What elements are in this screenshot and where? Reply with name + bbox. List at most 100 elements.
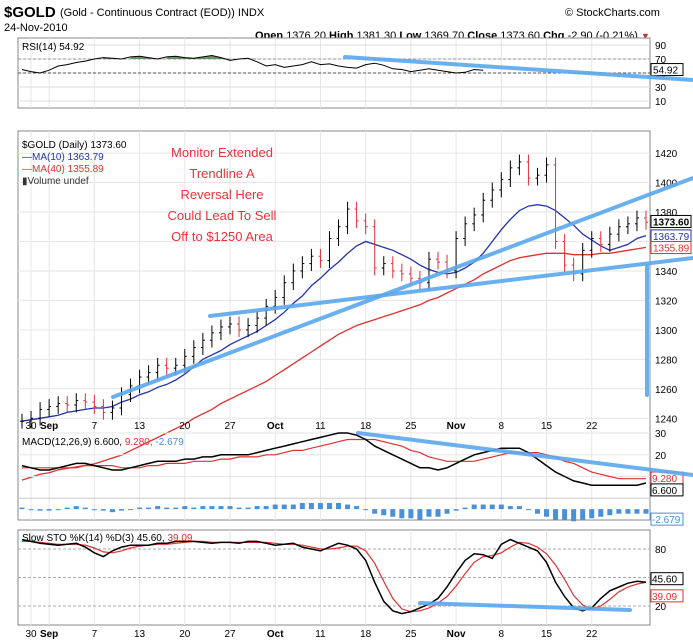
macd-tick-label: 30	[655, 429, 667, 440]
macd-histogram-bar	[553, 509, 559, 520]
ma10-line	[21, 204, 647, 422]
macd-histogram-bar	[118, 509, 124, 511]
x-tick-label: 8	[499, 629, 505, 640]
price-tick-label: 1320	[655, 296, 678, 307]
price-bar	[327, 231, 332, 269]
macd-histogram-bar	[489, 504, 495, 510]
macd-hist-tag-box	[650, 512, 684, 526]
price-bar	[47, 399, 52, 417]
price-bar	[200, 332, 205, 355]
macd-histogram-bar	[381, 509, 387, 516]
price-bar	[56, 396, 61, 414]
price-bar	[508, 160, 513, 187]
annotation-line: Monitor Extended	[171, 145, 273, 160]
price-bar	[282, 275, 287, 305]
ma40-tag-box	[650, 241, 692, 255]
x-tick-label: Oct	[267, 629, 284, 640]
macd-histogram-bar	[164, 507, 170, 510]
chart-description: (Gold - Continuous Contract (EOD)) INDX	[60, 7, 265, 19]
price-bar	[101, 399, 106, 420]
price-bar	[580, 242, 585, 282]
annotation-line: Off to $1250 Area	[171, 229, 273, 244]
macd-histogram-bar	[399, 509, 405, 519]
price-frame	[17, 130, 651, 434]
x-tick-label: 27	[224, 629, 236, 640]
macd-histogram-bar	[227, 506, 233, 510]
x-tick-label: Nov	[447, 421, 466, 432]
macd-histogram-bar	[480, 504, 486, 510]
price-tick-label: 1240	[655, 414, 678, 425]
price-tick-label: 1420	[655, 149, 678, 160]
ma10-legend: —MA(10) 1363.79	[22, 152, 104, 163]
x-tick-label: 13	[134, 629, 146, 640]
price-bar	[345, 201, 350, 235]
macd-histogram-bar	[299, 503, 305, 510]
macd-histogram-bar	[336, 503, 342, 510]
macd-histogram-bar	[326, 503, 332, 510]
macd-histogram-bar	[146, 507, 152, 510]
macd-histogram-bar	[544, 509, 550, 517]
macd-histogram-bar	[290, 504, 296, 510]
macd-histogram-bar	[571, 509, 577, 522]
price-bar	[218, 319, 223, 341]
price-bar	[209, 325, 214, 348]
x-tick-label: 11	[315, 421, 326, 432]
macd-histogram-bar	[254, 506, 260, 510]
chart-symbol: $GOLD	[4, 4, 56, 21]
x-tick-label: 22	[586, 421, 598, 432]
macd-signal-tag-label: 9.280	[652, 474, 677, 485]
macd-histogram-bar	[209, 506, 215, 510]
x-tick-label: Sep	[40, 629, 58, 640]
macd-histogram-bar	[64, 507, 70, 510]
macd-line	[21, 432, 647, 486]
macd-histogram-bar	[109, 509, 115, 513]
macd-histogram-bar	[634, 509, 640, 514]
sto-tick-label: 20	[655, 602, 667, 613]
price-bar	[390, 256, 395, 279]
price-bar	[300, 256, 305, 279]
macd-histogram-bar	[73, 506, 79, 510]
stockcharts-brand[interactable]: © StockCharts.com	[565, 7, 660, 19]
macd-histogram-bar	[272, 504, 278, 510]
price-bar	[228, 316, 232, 335]
macd-histogram-bar	[643, 509, 649, 514]
rsi-trendline	[343, 55, 693, 82]
macd-histogram-bar	[173, 507, 179, 510]
x-tick-label: Nov	[447, 629, 466, 640]
price-bar	[354, 201, 359, 229]
price-bar	[155, 357, 160, 380]
price-bar	[83, 393, 88, 410]
macd-signal-line	[22, 438, 646, 480]
sto-tick-label: 80	[655, 545, 667, 556]
macd-histogram-bar	[625, 509, 631, 514]
price-bar	[318, 248, 323, 269]
macd-histogram-bar	[46, 509, 52, 511]
macd-histogram-bar	[308, 503, 314, 510]
price-bar	[246, 318, 251, 338]
macd-histogram-bar	[200, 506, 206, 510]
price-bar	[20, 413, 24, 429]
price-bar	[164, 357, 169, 376]
macd-histogram-bar	[263, 506, 269, 510]
price-bar	[264, 298, 269, 326]
macd-histogram-bar	[598, 509, 604, 517]
chg-down-icon: ▼	[640, 31, 650, 41]
sto-k-line	[21, 538, 647, 615]
macd-histogram-bar	[390, 509, 396, 517]
x-axis: 3030SepSep77131320202727OctOct1111181825…	[25, 421, 597, 640]
x-tick-label: 11	[315, 629, 326, 640]
rsi-tick-label: 90	[655, 41, 667, 52]
macd-histogram-bar	[218, 506, 224, 510]
macd-tick-label: 20	[655, 451, 667, 462]
price-bar	[589, 231, 594, 258]
macd-histogram-bar	[363, 509, 369, 511]
macd-histogram-bar	[525, 509, 531, 511]
price-bar	[553, 157, 558, 249]
price-bar	[309, 248, 314, 271]
price-bar	[526, 154, 531, 186]
price-tick-label: 1400	[655, 179, 678, 190]
macd-tag-box	[650, 483, 684, 497]
macd-histogram-bar	[607, 509, 613, 516]
macd-histogram-bar	[182, 506, 188, 510]
close-tag-label: 1373.60	[653, 217, 690, 228]
